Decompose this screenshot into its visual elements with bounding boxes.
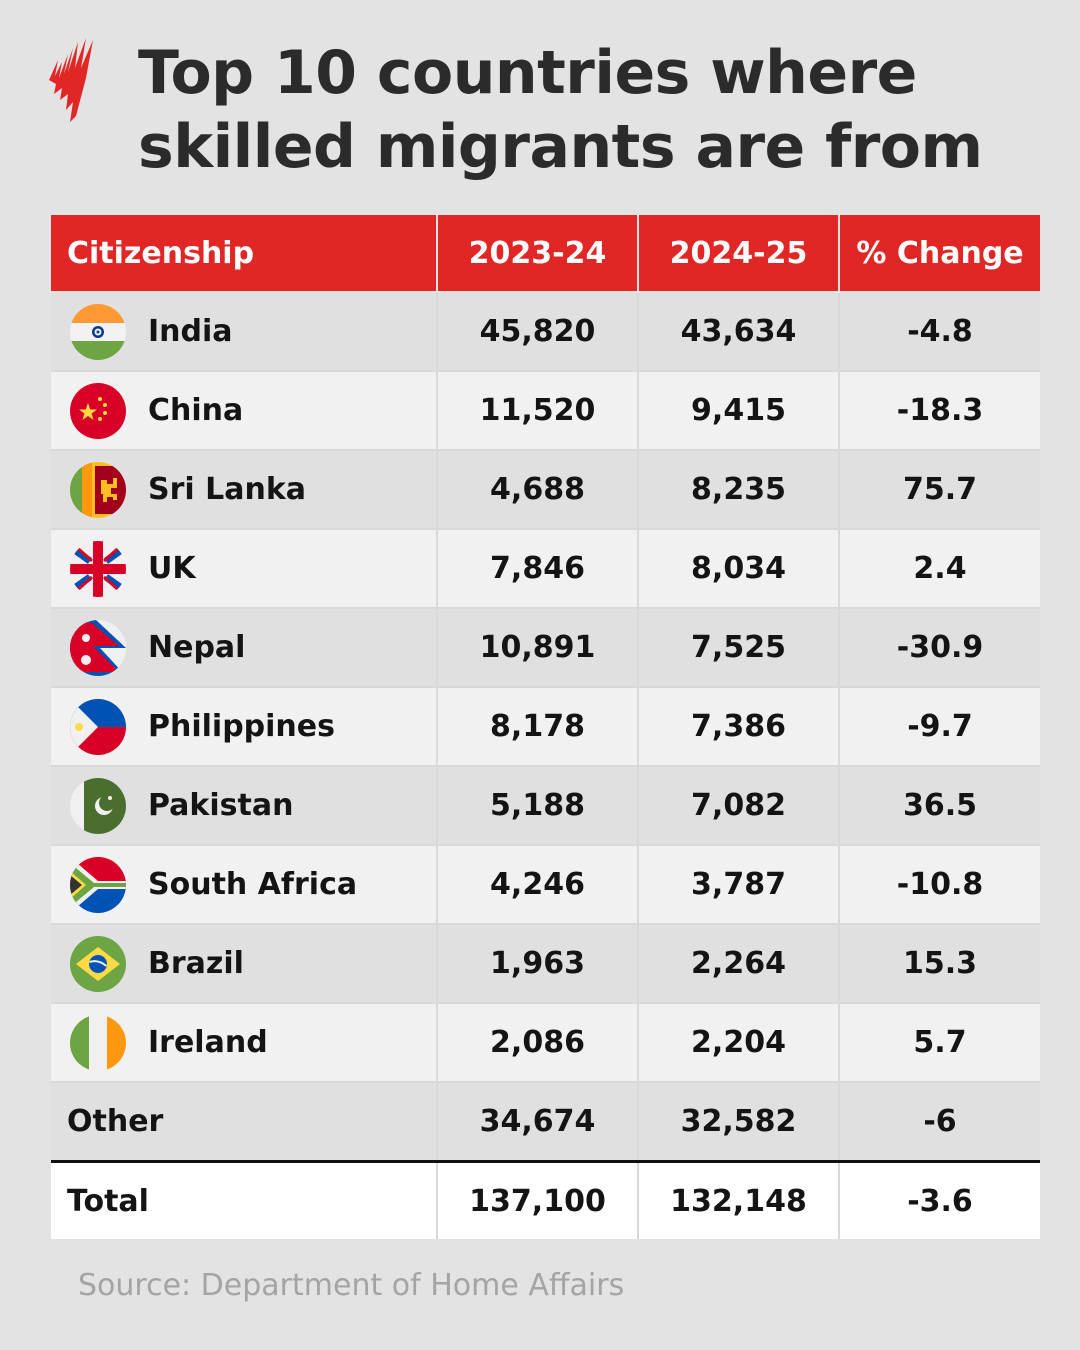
south-africa-flag-icon xyxy=(70,856,126,913)
value-2024-25: 43,634 xyxy=(637,291,840,372)
table-row: China 11,520 9,415 -18.3 xyxy=(51,370,1040,451)
value-2024-25: 8,034 xyxy=(637,528,840,609)
value-change: -10.8 xyxy=(838,844,1040,925)
value-2024-25: 3,787 xyxy=(637,844,840,925)
value-2024-25: 132,148 xyxy=(637,1160,840,1239)
pakistan-flag-icon xyxy=(70,777,126,834)
sri-lanka-flag-icon xyxy=(70,461,126,518)
value-2024-25: 9,415 xyxy=(637,370,840,451)
table-row: Nepal 10,891 7,525 -30.9 xyxy=(51,607,1040,688)
title-line-2: skilled migrants are from xyxy=(138,112,983,182)
country-name: Sri Lanka xyxy=(148,472,307,507)
country-name: UK xyxy=(148,551,196,586)
table-row: Sri Lanka 4,688 8,235 75.7 xyxy=(51,449,1040,530)
india-flag-icon xyxy=(70,303,126,360)
value-2023-24: 4,688 xyxy=(436,449,639,530)
header-percent-change: % Change xyxy=(838,215,1040,293)
value-2023-24: 8,178 xyxy=(436,686,639,767)
value-change: 75.7 xyxy=(838,449,1040,530)
value-2023-24: 4,246 xyxy=(436,844,639,925)
value-change: 36.5 xyxy=(838,765,1040,846)
value-2024-25: 2,264 xyxy=(637,923,840,1004)
source-note: Source: Department of Home Affairs xyxy=(78,1268,625,1303)
table-row: Pakistan 5,188 7,082 36.5 xyxy=(51,765,1040,846)
value-2023-24: 34,674 xyxy=(436,1081,639,1163)
page-title: Top 10 countries where skilled migrants … xyxy=(138,36,983,184)
table-row: Philippines 8,178 7,386 -9.7 xyxy=(51,686,1040,767)
table-row-total: Total 137,100 132,148 -3.6 xyxy=(51,1160,1040,1239)
value-change: -3.6 xyxy=(838,1160,1040,1239)
table-row: Ireland 2,086 2,204 5.7 xyxy=(51,1002,1040,1083)
country-name: Nepal xyxy=(148,630,246,665)
country-name: Philippines xyxy=(148,709,335,744)
table-row: Brazil 1,963 2,264 15.3 xyxy=(51,923,1040,1004)
migrants-table: Citizenship 2023-24 2024-25 % Change Ind… xyxy=(51,215,1040,1239)
value-change: -18.3 xyxy=(838,370,1040,451)
value-change: -30.9 xyxy=(838,607,1040,688)
table-row: India 45,820 43,634 -4.8 xyxy=(51,291,1040,372)
value-change: 15.3 xyxy=(838,923,1040,1004)
value-2024-25: 7,525 xyxy=(637,607,840,688)
philippines-flag-icon xyxy=(70,698,126,755)
title-line-1: Top 10 countries where xyxy=(138,38,917,108)
value-change: -9.7 xyxy=(838,686,1040,767)
country-name: Ireland xyxy=(148,1025,268,1060)
brazil-flag-icon xyxy=(70,935,126,992)
country-name: South Africa xyxy=(148,867,358,902)
other-label: Other xyxy=(67,1104,164,1139)
value-2023-24: 7,846 xyxy=(436,528,639,609)
value-2024-25: 7,082 xyxy=(637,765,840,846)
ireland-flag-icon xyxy=(70,1014,126,1071)
uk-flag-icon xyxy=(70,540,126,597)
value-change: -4.8 xyxy=(838,291,1040,372)
value-change: 2.4 xyxy=(838,528,1040,609)
value-2024-25: 7,386 xyxy=(637,686,840,767)
value-2024-25: 32,582 xyxy=(637,1081,840,1163)
country-name: China xyxy=(148,393,244,428)
value-2023-24: 45,820 xyxy=(436,291,639,372)
table-row: South Africa 4,246 3,787 -10.8 xyxy=(51,844,1040,925)
sbs-logo-icon xyxy=(49,38,93,122)
table-header-row: Citizenship 2023-24 2024-25 % Change xyxy=(51,215,1040,293)
header-2024-25: 2024-25 xyxy=(637,215,840,293)
value-2024-25: 2,204 xyxy=(637,1002,840,1083)
country-name: Pakistan xyxy=(148,788,294,823)
value-2023-24: 1,963 xyxy=(436,923,639,1004)
value-2023-24: 2,086 xyxy=(436,1002,639,1083)
value-change: 5.7 xyxy=(838,1002,1040,1083)
country-name: Brazil xyxy=(148,946,244,981)
value-2023-24: 10,891 xyxy=(436,607,639,688)
country-name: India xyxy=(148,314,233,349)
nepal-flag-icon xyxy=(70,619,126,676)
header-2023-24: 2023-24 xyxy=(436,215,639,293)
value-2023-24: 5,188 xyxy=(436,765,639,846)
total-label: Total xyxy=(67,1183,149,1219)
header-citizenship: Citizenship xyxy=(51,215,438,293)
value-2023-24: 137,100 xyxy=(436,1160,639,1239)
table-row-other: Other 34,674 32,582 -6 xyxy=(51,1081,1040,1163)
table-row: UK 7,846 8,034 2.4 xyxy=(51,528,1040,609)
value-2024-25: 8,235 xyxy=(637,449,840,530)
value-2023-24: 11,520 xyxy=(436,370,639,451)
china-flag-icon xyxy=(70,382,126,439)
value-change: -6 xyxy=(838,1081,1040,1163)
